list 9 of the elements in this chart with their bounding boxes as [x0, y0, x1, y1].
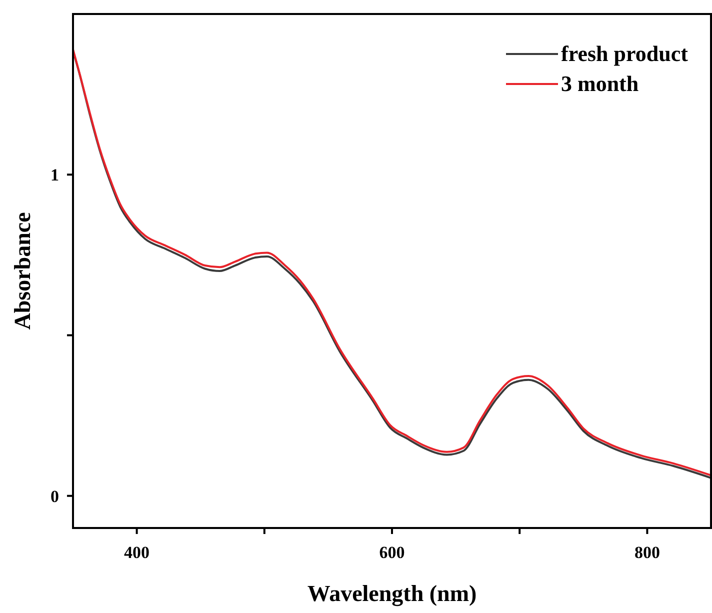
y-axis-title: Absorbance	[10, 212, 35, 330]
x-axis-title: Wavelength (nm)	[307, 581, 477, 607]
x-tick-label: 800	[634, 543, 660, 562]
legend-label: 3 month	[561, 71, 639, 96]
x-tick-label: 400	[124, 543, 150, 562]
x-tick-label: 600	[379, 543, 405, 562]
legend-label: fresh product	[561, 41, 689, 66]
y-tick-label: 1	[50, 166, 59, 185]
y-tick-label: 0	[50, 486, 59, 506]
